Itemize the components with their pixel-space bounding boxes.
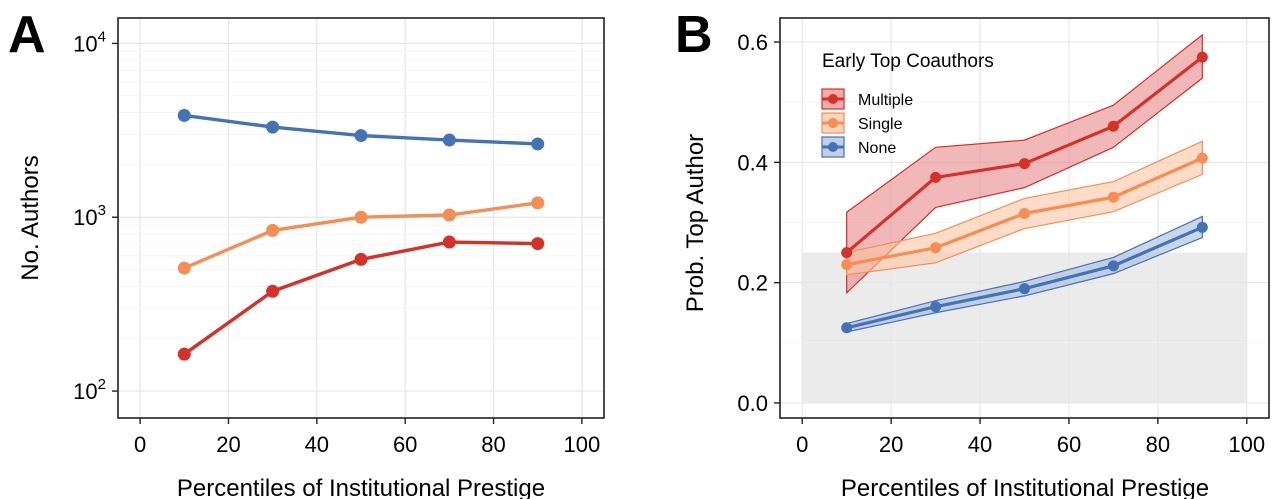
data-point [442,208,456,222]
data-point [266,284,280,298]
panel-b-frame [779,17,1270,419]
panel-a-x-axis-title: Percentiles of Institutional Prestige [177,475,545,499]
legend-label: Single [858,116,903,133]
shaded-region-rect [802,252,1247,403]
x-tick-label: 20 [216,432,240,457]
data-point [266,223,280,237]
panel-b-shaded-region [802,252,1247,403]
y-tick-label: 0.4 [737,150,768,175]
y-tick-label: 0.6 [737,30,768,55]
legend-title: Early Top Coauthors [822,51,994,72]
data-point [177,108,191,122]
data-point [177,261,191,275]
panel-b-letter: B [675,6,713,64]
data-point [1107,260,1119,272]
data-point [930,242,942,254]
data-point [1196,51,1208,63]
x-tick-label: 0 [134,432,146,457]
data-point [1107,120,1119,132]
data-point [177,347,191,361]
data-point [531,196,545,210]
data-point [442,235,456,249]
data-point [354,129,368,143]
data-point [930,171,942,183]
panel-b-legend: Early Top Coauthors Multiple Single None [821,51,994,158]
data-point [442,133,456,147]
y-tick-label: 0.2 [737,271,768,296]
panel-b-chart: B Early Top Coauthors Multiple Single None… [675,6,1270,499]
x-tick-label: 40 [305,432,329,457]
legend-label: None [858,140,896,157]
x-tick-label: 20 [879,432,903,457]
data-point [266,120,280,134]
panel-b-y-axis: 0.0 0.2 0.4 0.6 [737,30,780,416]
y-tick-label: 103 [73,202,106,230]
y-tick-label: 0.0 [737,391,768,416]
panel-a-frame [117,17,605,419]
panel-a-y-axis: 102 103 104 [73,28,118,404]
legend-label: Multiple [858,92,913,109]
data-point [1196,152,1208,164]
panel-a-x-axis: 0 20 40 60 80 100 [134,418,600,457]
panel-a-grid [118,18,604,418]
panel-a-series [177,108,545,361]
x-tick-label: 60 [1057,432,1081,457]
data-point [1019,158,1030,170]
panel-b-y-axis-title: Prob. Top Author [682,134,709,312]
data-point [531,137,545,151]
data-point [1196,221,1208,233]
data-point [841,259,853,271]
panel-b-x-axis: 0 20 40 60 80 100 [796,418,1265,457]
y-tick-label: 102 [73,376,106,404]
data-point [841,322,853,334]
legend-key-point [828,142,838,152]
panel-a-y-axis-title: No. Authors [17,155,44,280]
data-point [531,237,545,251]
x-tick-label: 100 [1228,432,1265,457]
x-tick-label: 0 [796,432,808,457]
panel-b-x-axis-title: Percentiles of Institutional Prestige [841,475,1209,499]
data-point [1019,283,1030,295]
data-point [354,252,368,266]
x-tick-label: 100 [564,432,601,457]
legend-key-point [828,118,838,128]
x-tick-label: 80 [481,432,505,457]
panel-b-series [841,33,1208,334]
x-tick-label: 60 [393,432,417,457]
x-tick-label: 80 [1146,432,1170,457]
panel-a-chart: A 0 20 40 60 80 100 102 103 104 Percentiles of … [8,6,605,499]
data-point [1019,207,1030,219]
panel-a-letter: A [8,6,46,64]
legend-key-point [828,94,838,104]
y-tick-label: 104 [73,28,106,56]
data-point [841,247,853,259]
x-tick-label: 40 [968,432,992,457]
data-point [1107,191,1119,203]
data-point [354,210,368,224]
data-point [930,301,942,313]
